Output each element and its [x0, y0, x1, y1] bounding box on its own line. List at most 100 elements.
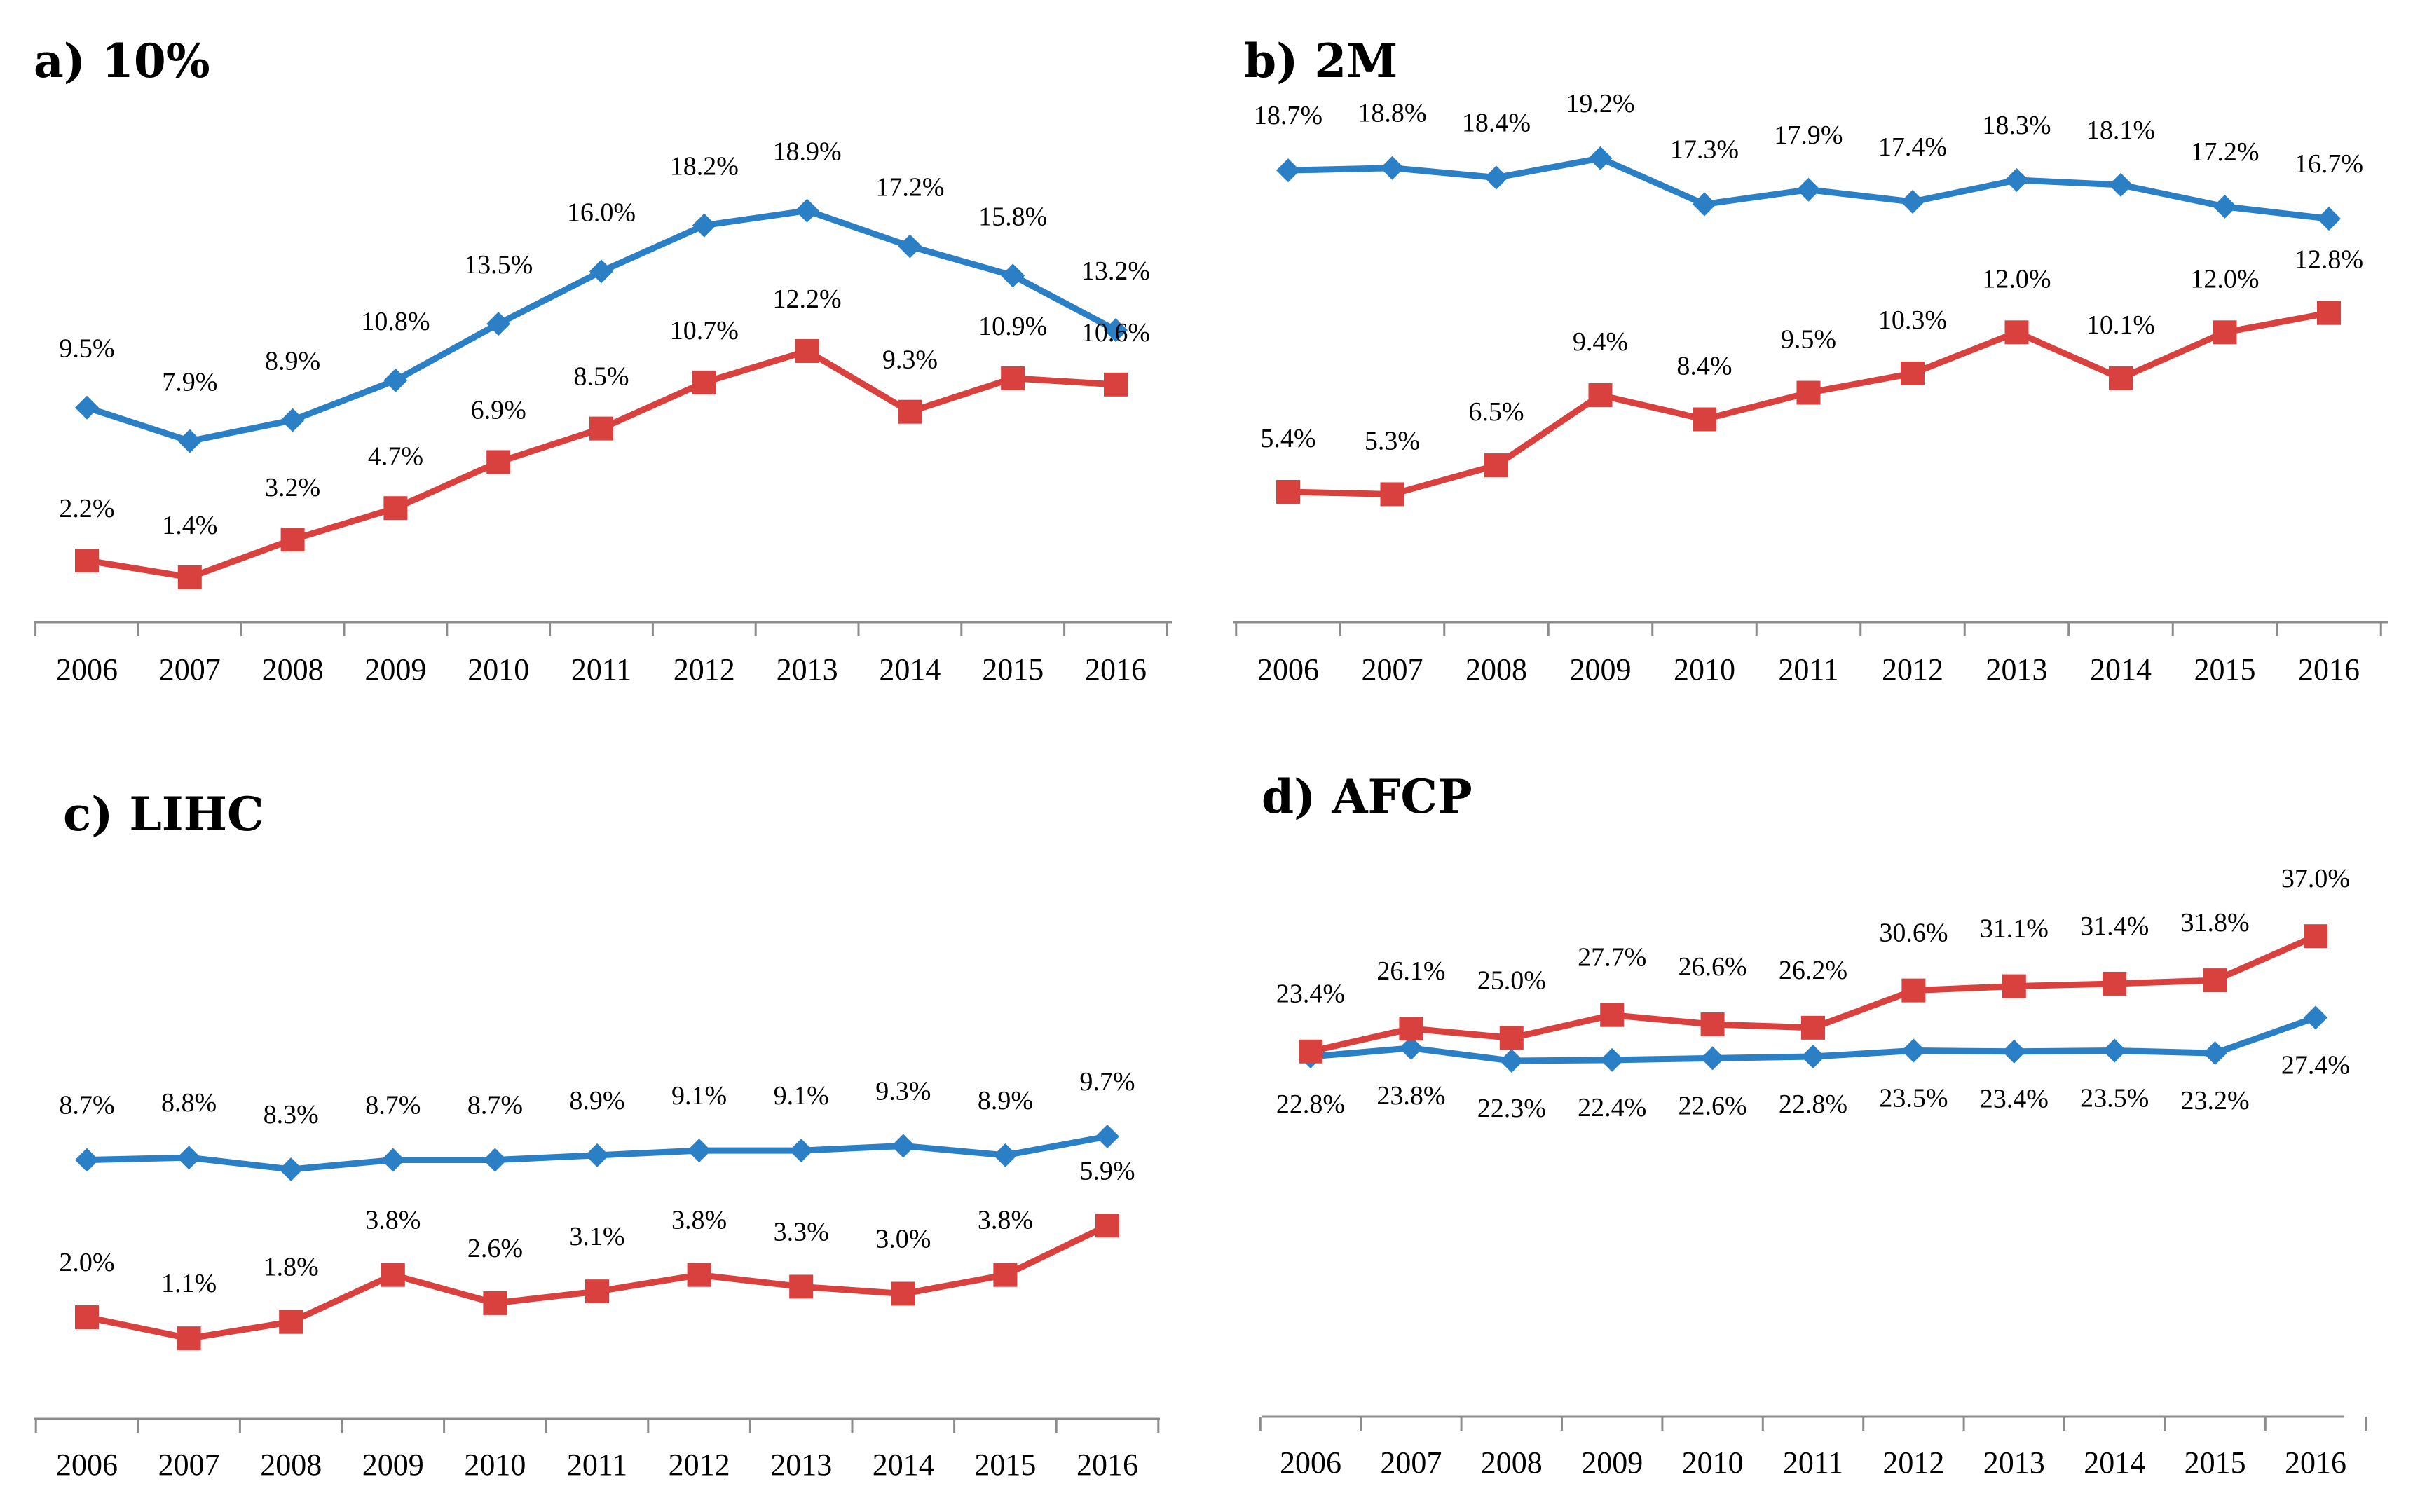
- chart-panel-2: c) LIHC 2006 2007 2008 2009 2010 2011 2012 2013 2…: [34, 787, 1160, 1482]
- data-point-blue: [1499, 1049, 1524, 1073]
- data-label: 8.7%: [467, 1091, 523, 1120]
- data-point-blue: [177, 429, 202, 453]
- data-point-blue: [1801, 1045, 1825, 1068]
- data-label: 3.8%: [671, 1206, 727, 1235]
- data-label: 10.1%: [2086, 310, 2155, 340]
- data-point-red: [1700, 1012, 1725, 1037]
- data-label: 1.8%: [264, 1253, 319, 1282]
- data-point-red: [2213, 320, 2237, 345]
- data-label: 18.7%: [1254, 101, 1322, 130]
- data-point-blue: [1095, 1125, 1119, 1149]
- x-tick-label: 2012: [1882, 652, 1943, 687]
- x-tick-label: 2008: [1481, 1445, 1543, 1480]
- x-tick-label: 2013: [1986, 652, 2048, 687]
- data-point-red: [1499, 1026, 1524, 1050]
- data-label: 18.4%: [1462, 109, 1531, 138]
- data-point-red: [1380, 482, 1404, 507]
- x-tick-label: 2006: [56, 652, 118, 687]
- x-tick-label: 2010: [467, 652, 529, 687]
- data-label: 8.7%: [59, 1091, 114, 1120]
- data-point-red: [692, 370, 716, 394]
- data-point-blue: [1796, 177, 1821, 202]
- data-label: 31.8%: [2181, 908, 2250, 937]
- data-point-red: [1104, 372, 1128, 397]
- series-line-blue: [86, 207, 1118, 445]
- data-label: 9.5%: [59, 334, 114, 364]
- data-point-blue: [1399, 1036, 1423, 1060]
- data-label: 10.6%: [1081, 318, 1150, 348]
- x-tick-label: 2011: [567, 1448, 627, 1482]
- x-tick-label: 2009: [362, 1448, 424, 1482]
- data-label: 5.9%: [1079, 1156, 1135, 1185]
- chart-panel-3: d) AFCP 2006 2007 2008 2009 2010 2011 2012 2013 2…: [1259, 769, 2367, 1480]
- x-tick-label: 2008: [260, 1448, 322, 1482]
- data-label: 8.8%: [161, 1088, 217, 1118]
- data-point-red: [2002, 974, 2026, 998]
- data-label: 8.3%: [264, 1100, 319, 1129]
- data-label: 23.5%: [2080, 1084, 2149, 1113]
- x-tick-label: 2009: [364, 652, 426, 687]
- data-point-red: [1484, 453, 1508, 478]
- data-label: 16.7%: [2295, 149, 2363, 179]
- x-tick-label: 2015: [982, 652, 1044, 687]
- data-label: 7.9%: [162, 368, 217, 397]
- data-label: 17.2%: [2190, 137, 2259, 167]
- data-label: 18.8%: [1358, 99, 1426, 128]
- data-point-red: [2109, 366, 2133, 390]
- data-point-blue: [692, 213, 716, 238]
- data-label: 9.4%: [1573, 327, 1628, 357]
- data-point-red: [1801, 1015, 1825, 1040]
- data-point-blue: [486, 312, 511, 336]
- data-label: 12.0%: [2190, 264, 2259, 294]
- data-point-blue: [381, 1148, 405, 1172]
- data-point-red: [1588, 383, 1613, 407]
- x-tick-label: 2015: [2185, 1445, 2246, 1480]
- data-label: 22.4%: [1578, 1093, 1646, 1122]
- data-point-red: [177, 565, 202, 589]
- data-point-blue: [1588, 146, 1613, 170]
- data-label: 3.8%: [978, 1206, 1033, 1235]
- x-tick-label: 2006: [1257, 652, 1319, 687]
- data-point-red: [1693, 407, 1716, 432]
- data-label: 15.8%: [978, 202, 1047, 231]
- data-label: 16.0%: [567, 198, 636, 227]
- data-label: 3.2%: [265, 473, 320, 502]
- x-tick-label: 2015: [2194, 652, 2256, 687]
- data-point-red: [177, 1326, 201, 1351]
- data-point-red: [381, 1263, 405, 1287]
- data-label: 3.1%: [569, 1222, 624, 1251]
- data-point-blue: [75, 1148, 99, 1172]
- data-label: 18.9%: [773, 137, 842, 167]
- data-point-blue: [1001, 263, 1025, 288]
- data-label: 30.6%: [1879, 919, 1948, 948]
- data-label: 13.5%: [464, 250, 533, 280]
- x-tick-label: 2012: [674, 652, 735, 687]
- x-tick-label: 2008: [1465, 652, 1527, 687]
- data-label: 22.6%: [1679, 1091, 1747, 1120]
- data-point-red: [891, 1281, 915, 1306]
- data-label: 5.3%: [1365, 426, 1420, 455]
- data-point-red: [75, 549, 99, 572]
- data-label: 8.9%: [569, 1086, 624, 1115]
- data-label: 23.2%: [2181, 1086, 2250, 1115]
- x-tick-label: 2007: [1362, 652, 1423, 687]
- x-tick-label: 2008: [262, 652, 324, 687]
- data-label: 3.0%: [875, 1225, 931, 1254]
- data-label: 9.3%: [875, 1076, 931, 1106]
- data-label: 9.7%: [1079, 1067, 1135, 1097]
- data-point-red: [279, 1310, 303, 1334]
- data-point-red: [2317, 301, 2341, 325]
- x-tick-label: 2012: [669, 1448, 730, 1482]
- data-point-red: [1796, 380, 1821, 405]
- data-point-red: [585, 1279, 609, 1304]
- data-label: 23.5%: [1879, 1084, 1948, 1113]
- data-label: 26.1%: [1376, 956, 1445, 986]
- x-tick-label: 2015: [974, 1448, 1036, 1482]
- x-tick-label: 2014: [2090, 652, 2152, 687]
- x-tick-label: 2016: [1076, 1448, 1138, 1482]
- data-label: 10.8%: [361, 307, 430, 336]
- data-point-blue: [483, 1148, 507, 1172]
- data-point-blue: [1276, 158, 1300, 183]
- data-point-red: [1600, 1003, 1625, 1027]
